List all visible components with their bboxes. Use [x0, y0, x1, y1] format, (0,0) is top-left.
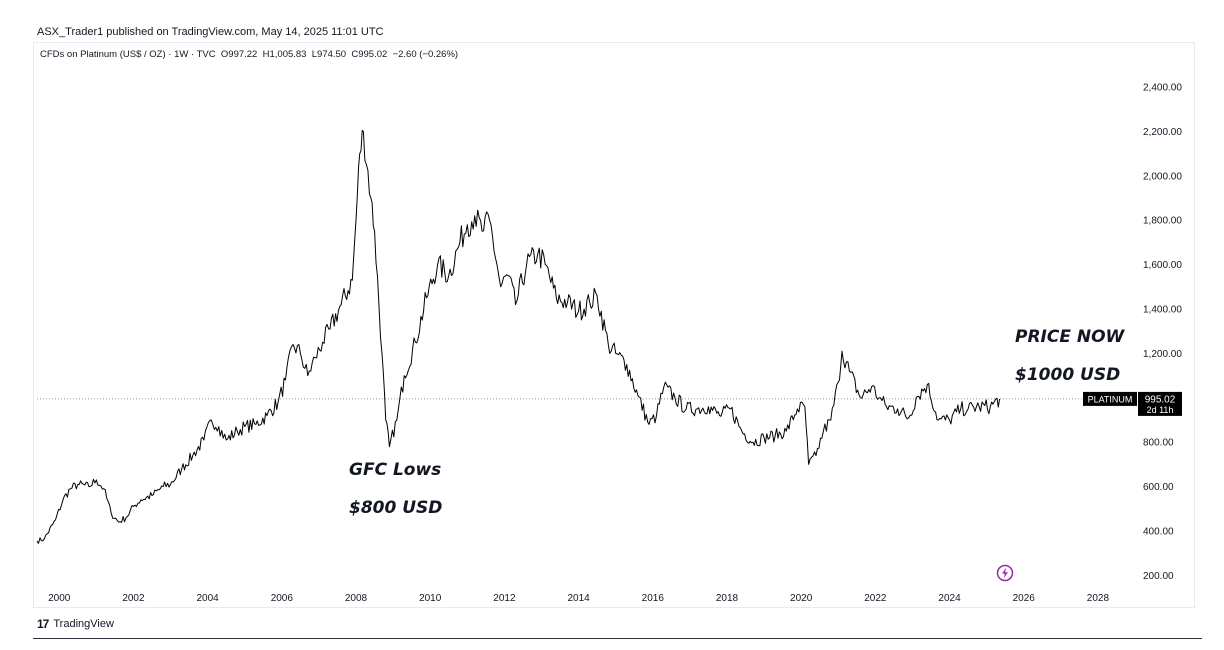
ohlc-open: O997.22 [220, 49, 258, 60]
y-tick-label: 2,200.00 [1143, 127, 1182, 138]
annotation-gfc-title: GFC Lows [349, 460, 442, 480]
annotation-now-value: $1000 USD [1015, 365, 1121, 385]
x-tick-label: 2018 [716, 593, 739, 604]
ohlc-high: H1,005.83 [262, 49, 307, 60]
x-tick-label: 2002 [122, 593, 145, 604]
y-tick-label: 200.00 [1143, 571, 1174, 582]
time-axis[interactable]: 2000 2002 2004 2006 2008 2010 2012 2014 2016 2018… [48, 593, 1109, 604]
x-tick-label: 2004 [197, 593, 220, 604]
footer-brand-text: TradingView [53, 618, 114, 630]
x-tick-label: 2024 [938, 593, 961, 604]
y-tick-label: 1,600.00 [1143, 260, 1182, 271]
y-tick-label: 1,800.00 [1143, 216, 1182, 227]
price-series-line [36, 129, 1001, 544]
last-price-value: 995.02 [1145, 394, 1176, 405]
published-line: ASX_Trader1 published on TradingView.com… [37, 26, 384, 38]
last-price-countdown: 2d 11h [1147, 405, 1174, 415]
x-tick-label: 2006 [271, 593, 294, 604]
x-tick-label: 2020 [790, 593, 813, 604]
x-tick-label: 2028 [1087, 593, 1110, 604]
x-tick-label: 2016 [642, 593, 665, 604]
x-tick-label: 2022 [864, 593, 887, 604]
annotation-now-title: PRICE NOW [1015, 327, 1125, 347]
y-tick-label: 400.00 [1143, 526, 1174, 537]
last-price-name-bg [1083, 391, 1137, 406]
x-tick-label: 2008 [345, 593, 368, 604]
symbol-legend: CFDs on Platinum (US$ / OZ) · 1W · TVC O… [40, 49, 458, 60]
symbol-name[interactable]: CFDs on Platinum (US$ / OZ) · 1W · TVC [40, 49, 216, 60]
chart-frame [33, 42, 1195, 608]
last-price-name: PLATINUM [1088, 394, 1133, 404]
plot-area [36, 129, 1082, 544]
x-tick-label: 2014 [567, 593, 590, 604]
y-tick-label: 800.00 [1143, 438, 1174, 449]
x-tick-label: 2012 [493, 593, 516, 604]
last-price-label: PLATINUM 995.02 2d 11h [1083, 391, 1182, 416]
y-tick-label: 1,400.00 [1143, 305, 1182, 316]
last-price-value-bg [1138, 391, 1182, 416]
y-tick-label: 2,000.00 [1143, 171, 1182, 182]
x-tick-label: 2010 [419, 593, 442, 604]
y-tick-label: 2,400.00 [1143, 83, 1182, 94]
footer-divider [33, 638, 1202, 639]
ohlc-change: −2.60 (−0.26%) [392, 49, 459, 60]
price-axis[interactable]: 200.00400.00600.00800.001,000.001,200.00… [1143, 83, 1182, 582]
lightning-bolt-icon[interactable] [996, 564, 1014, 582]
ohlc-close: C995.02 [351, 49, 388, 60]
footer-brand[interactable]: 17 TradingView [37, 617, 114, 631]
x-tick-label: 2000 [48, 593, 71, 604]
ohlc-low: L974.50 [311, 49, 347, 60]
x-tick-label: 2026 [1013, 593, 1036, 604]
annotation-gfc-value: $800 USD [349, 498, 443, 518]
y-tick-label: 600.00 [1143, 482, 1174, 493]
tradingview-logo-icon: 17 [37, 617, 49, 631]
y-tick-label: 1,200.00 [1143, 349, 1182, 360]
